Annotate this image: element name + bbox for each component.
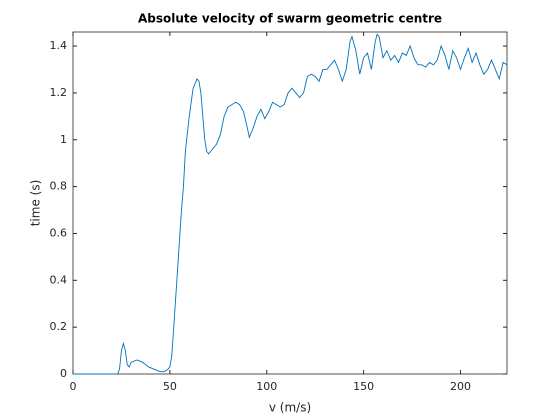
x-tick-label: 0 [70,380,77,393]
x-tick-label: 50 [163,380,177,393]
plot-box [72,31,508,375]
x-tick-label: 150 [353,380,374,393]
chart-title: Absolute velocity of swarm geometric cen… [138,12,442,26]
y-tick-label: 0.8 [50,180,68,193]
y-tick-label: 0 [60,367,67,380]
x-axis-label: v (m/s) [269,401,311,415]
x-tick-label: 100 [256,380,277,393]
data-line [73,33,508,375]
y-tick-label: 0.4 [50,273,68,286]
y-tick-label: 1.2 [50,86,68,99]
y-tick-label: 1.4 [50,39,68,52]
y-tick-label: 0.6 [50,226,68,239]
y-tick-label: 1 [60,133,67,146]
y-axis-label: time (s) [29,180,43,227]
y-tick-label: 0.2 [50,320,68,333]
x-tick-label: 200 [450,380,471,393]
